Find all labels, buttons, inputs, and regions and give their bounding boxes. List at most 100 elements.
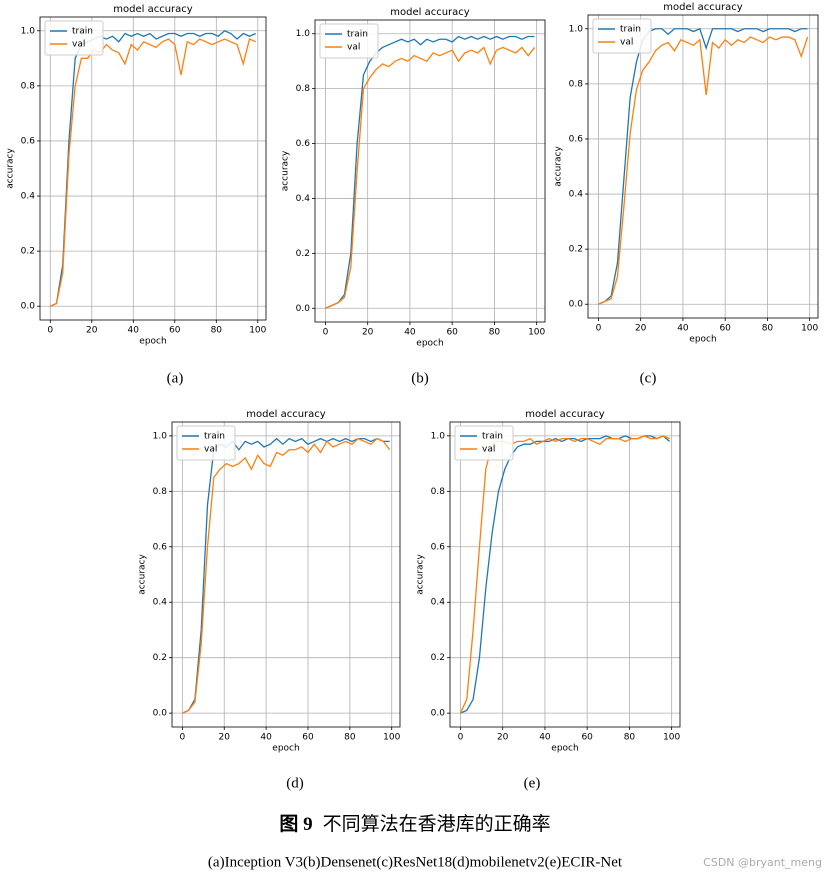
legend-box	[44, 20, 104, 56]
chart-title: model accuracy	[113, 4, 193, 15]
x-tick-label: 80	[344, 733, 356, 743]
x-tick-label: 0	[179, 733, 185, 743]
y-tick-label: 0.0	[569, 300, 584, 310]
panel-label: (b)	[411, 370, 429, 386]
x-axis-label: epoch	[139, 337, 166, 347]
panel-label: (a)	[167, 370, 184, 386]
legend-label: train	[347, 30, 368, 40]
y-tick-label: 0.0	[296, 304, 311, 314]
y-tick-label: 1.0	[21, 26, 36, 36]
y-tick-label: 0.6	[431, 542, 446, 552]
x-tick-label: 60	[302, 733, 314, 743]
y-tick-label: 0.4	[21, 192, 36, 202]
y-axis-label: accuracy	[281, 150, 291, 191]
data-line	[325, 35, 535, 309]
x-tick-label: 80	[211, 326, 223, 336]
x-tick-label: 20	[635, 324, 647, 334]
legend-box	[454, 425, 514, 461]
x-tick-label: 0	[323, 328, 329, 338]
y-tick-label: 0.8	[431, 487, 446, 497]
y-tick-label: 0.8	[296, 84, 311, 94]
x-tick-label: 100	[663, 733, 680, 743]
plot-area	[172, 422, 400, 727]
y-axis-label: accuracy	[6, 148, 16, 189]
chart-panel: 0 20 40 60 80 100 0.0 0.2 0.4 0.6 0.8 1.0 model accu…	[138, 409, 401, 791]
chart-title: model accuracy	[390, 7, 470, 18]
x-tick-label: 80	[624, 733, 636, 743]
y-tick-label: 1.0	[569, 24, 584, 34]
x-tick-label: 100	[249, 326, 266, 336]
y-tick-label: 0.2	[296, 249, 310, 259]
chart-panel: 0 20 40 60 80 100 0.0 0.2 0.4 0.6 0.8 1.0 model accu…	[281, 7, 546, 386]
x-tick-label: 0	[458, 733, 464, 743]
y-tick-label: 0.4	[153, 598, 168, 608]
y-tick-label: 0.8	[153, 487, 168, 497]
legend-label: val	[72, 40, 85, 50]
data-line	[182, 437, 391, 714]
x-axis-label: epoch	[416, 339, 443, 349]
y-tick-label: 0.4	[569, 190, 584, 200]
y-tick-label: 0.2	[569, 245, 583, 255]
x-tick-label: 40	[677, 324, 689, 334]
plot-area	[588, 15, 818, 318]
chart-title: model accuracy	[525, 409, 605, 420]
legend-label: val	[482, 445, 495, 455]
legend-label: train	[482, 432, 503, 442]
chart-panel: 0 20 40 60 80 100 0.0 0.2 0.4 0.6 0.8 1.0 model accu…	[554, 2, 819, 386]
x-tick-label: 60	[581, 733, 593, 743]
figure-caption: 图 9 不同算法在香港库的正确率	[279, 813, 550, 835]
data-line	[598, 27, 808, 305]
x-tick-label: 60	[719, 324, 731, 334]
legend-box	[176, 425, 236, 461]
x-tick-label: 80	[489, 328, 501, 338]
y-tick-label: 0.0	[431, 709, 446, 719]
legend-label: train	[72, 27, 93, 37]
data-line	[325, 46, 536, 309]
y-axis-label: accuracy	[416, 554, 426, 595]
y-tick-label: 0.2	[153, 653, 167, 663]
x-tick-label: 0	[47, 326, 53, 336]
y-tick-label: 0.6	[153, 542, 168, 552]
chart-title: model accuracy	[663, 2, 743, 13]
legend-label: train	[204, 432, 225, 442]
y-tick-label: 1.0	[431, 431, 446, 441]
figure-title: 不同算法在香港库的正确率	[323, 813, 551, 835]
data-line	[598, 36, 809, 305]
y-tick-label: 0.2	[21, 247, 35, 257]
y-axis-label: accuracy	[554, 146, 564, 187]
watermark: CSDN @bryant_meng	[703, 856, 822, 869]
plot-frame	[171, 421, 401, 728]
plot-frame	[39, 16, 267, 321]
legend-box	[319, 23, 379, 59]
x-tick-label: 60	[169, 326, 181, 336]
y-tick-label: 0.4	[296, 194, 311, 204]
y-tick-label: 0.6	[21, 136, 36, 146]
plot-frame	[587, 14, 819, 319]
x-tick-label: 100	[383, 733, 400, 743]
x-tick-label: 20	[362, 328, 374, 338]
panel-label: (c)	[640, 370, 657, 386]
y-tick-label: 1.0	[153, 431, 168, 441]
y-tick-label: 0.4	[431, 598, 446, 608]
panel-label: (d)	[286, 775, 304, 791]
x-tick-label: 40	[260, 733, 272, 743]
y-tick-label: 0.8	[569, 79, 584, 89]
chart-title: model accuracy	[246, 409, 326, 420]
legend-label: val	[620, 38, 633, 48]
legend-label: train	[620, 25, 641, 35]
x-tick-label: 60	[446, 328, 458, 338]
plot-frame	[449, 421, 681, 728]
y-tick-label: 0.2	[431, 653, 445, 663]
x-tick-label: 40	[539, 733, 551, 743]
x-tick-label: 40	[404, 328, 416, 338]
x-tick-label: 20	[497, 733, 509, 743]
y-tick-label: 0.6	[569, 134, 584, 144]
figure-label: 图 9	[279, 813, 312, 835]
legend-label: val	[204, 445, 217, 455]
y-axis-label: accuracy	[138, 554, 148, 595]
legend-box	[592, 18, 652, 54]
legend-label: val	[347, 43, 360, 53]
y-tick-label: 0.8	[21, 81, 36, 91]
panel-label: (e)	[524, 775, 541, 791]
